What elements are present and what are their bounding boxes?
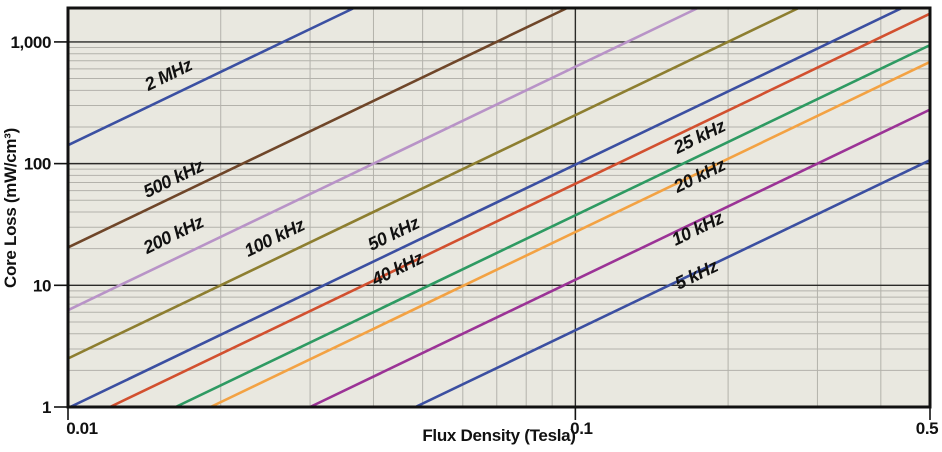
plot-border: [66, 6, 932, 409]
curve-5-khz: [414, 159, 931, 409]
curve-2-mhz: [67, 6, 355, 147]
curve-20-khz: [210, 60, 931, 409]
x-axis-title: Flux Density (Tesla): [422, 426, 575, 445]
curve-25-khz: [175, 43, 931, 409]
curve-10-khz: [309, 108, 931, 409]
curve-50-khz: [69, 6, 903, 409]
curve-100-khz: [67, 6, 800, 360]
x-tick-label: 0.01: [66, 419, 98, 438]
curve-500-khz: [67, 6, 568, 249]
curve-40-khz: [109, 12, 931, 409]
y-tick-label: 10: [33, 276, 51, 295]
y-tick-label: 1: [42, 398, 51, 417]
x-tick-label: 0.1: [570, 419, 592, 438]
y-axis-title: Core Loss (mW/cm³): [1, 128, 20, 288]
x-tick-label: 0.5: [916, 419, 938, 438]
y-tick-label: 100: [24, 155, 51, 174]
y-tick-label: 1,000: [10, 33, 51, 52]
curve-200-khz: [67, 6, 699, 312]
